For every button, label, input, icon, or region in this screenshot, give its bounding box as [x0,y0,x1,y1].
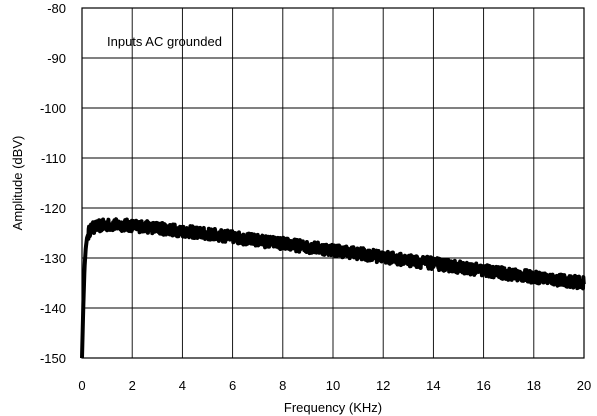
x-tick-label: 20 [577,378,591,393]
x-tick-label: 6 [229,378,236,393]
y-tick-label: -120 [40,201,66,216]
y-tick-label: -140 [40,301,66,316]
y-tick-label: -100 [40,101,66,116]
y-tick-label: -110 [41,151,66,166]
series-layer [80,217,586,359]
x-tick-label: 14 [426,378,440,393]
x-tick-label: 4 [179,378,186,393]
series-edge [80,230,91,359]
x-tick-label: 8 [279,378,286,393]
y-tick-labels: -80 -90 -100 -110 -120 -130 -140 -150 [40,1,66,366]
y-tick-label: -150 [40,351,66,366]
plot-frame [81,7,585,359]
y-tick-label: -80 [47,1,66,16]
x-tick-labels: 0 2 4 6 8 10 12 14 16 18 20 [78,378,591,393]
annotation-text: Inputs AC grounded [107,34,222,49]
x-tick-label: 18 [527,378,541,393]
x-tick-label: 16 [476,378,490,393]
x-tick-label: 12 [376,378,390,393]
y-axis-label: Amplitude (dBV) [10,136,25,231]
y-tick-label: -90 [47,51,66,66]
x-tick-label: 2 [129,378,136,393]
y-tick-label: -130 [40,251,66,266]
x-tick-label: 10 [326,378,340,393]
x-axis-label: Frequency (KHz) [284,400,382,415]
series-line [80,217,586,359]
x-tick-label: 0 [78,378,85,393]
